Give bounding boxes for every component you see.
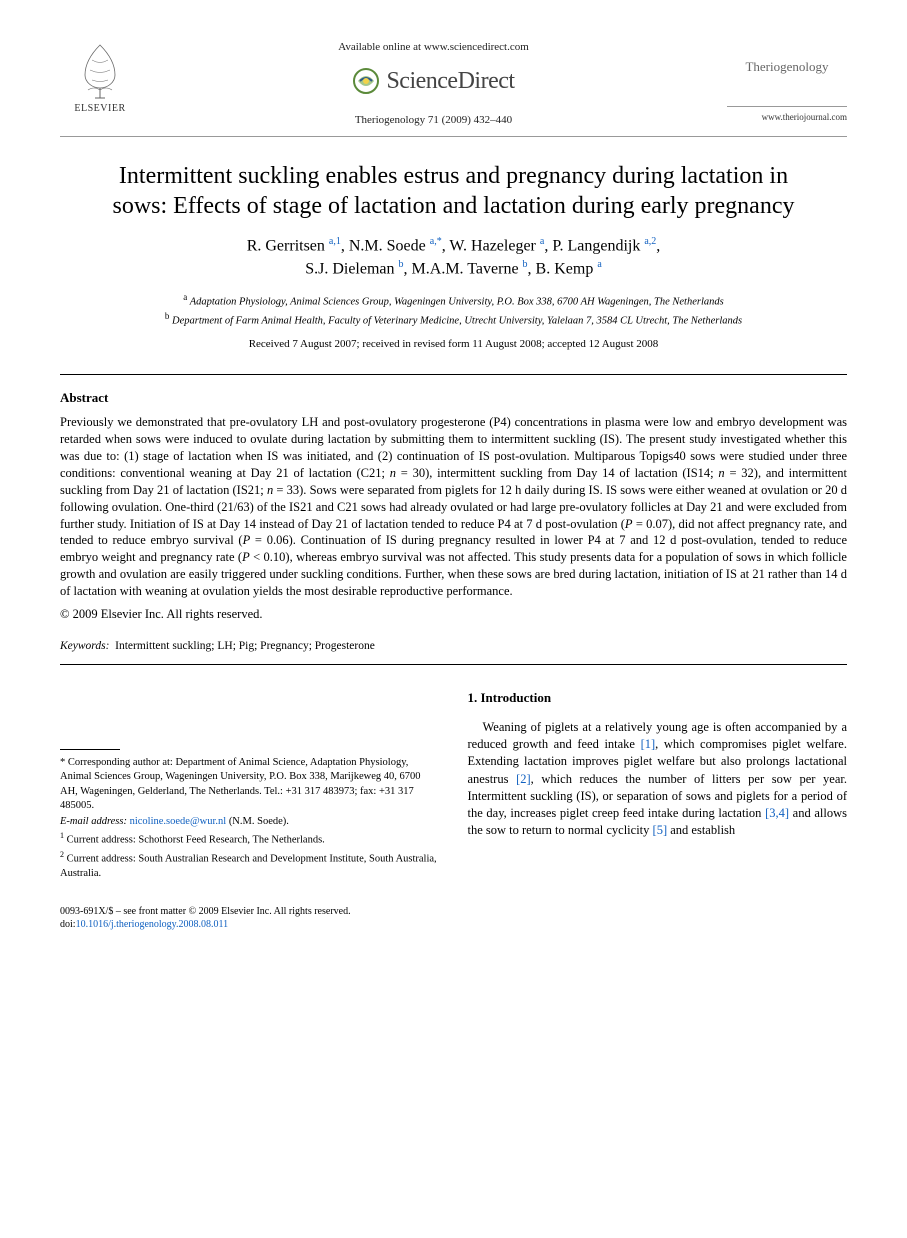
journal-title-box: Theriogenology [727,40,847,107]
center-brand-block: Available online at www.sciencedirect.co… [140,40,727,128]
doi-link[interactable]: 10.1016/j.theriogenology.2008.08.011 [76,919,229,930]
keywords-line: Keywords: Intermittent suckling; LH; Pig… [60,639,847,655]
article-dates: Received 7 August 2007; received in revi… [60,337,847,352]
section-1-heading: 1. Introduction [468,689,848,707]
page-header: ELSEVIER Available online at www.science… [60,40,847,128]
email-link[interactable]: nicoline.soede@wur.nl [130,816,227,827]
journal-url: www.theriojournal.com [727,111,847,123]
abstract-heading: Abstract [60,389,847,407]
footer-doi: doi:10.1016/j.theriogenology.2008.08.011 [60,918,847,931]
sciencedirect-wordmark: ScienceDirect [386,65,514,97]
footer-copyright: 0093-691X/$ – see front matter © 2009 El… [60,905,847,918]
keywords-list: Intermittent suckling; LH; Pig; Pregnanc… [115,640,375,652]
left-column: * Corresponding author at: Department of… [60,689,440,882]
authors-line-2: S.J. Dieleman b, M.A.M. Taverne b, B. Ke… [60,258,847,281]
footnote-2: 2 Current address: South Australian Rese… [60,850,440,881]
article-title: Intermittent suckling enables estrus and… [90,161,817,221]
available-online-text: Available online at www.sciencedirect.co… [160,40,707,55]
sciencedirect-swirl-icon [352,67,380,95]
sciencedirect-logo: ScienceDirect [352,65,514,97]
affiliation-b: b Department of Farm Animal Health, Facu… [60,310,847,329]
authors-line-1: R. Gerritsen a,1, N.M. Soede a,*, W. Haz… [60,235,847,258]
footnotes-block: * Corresponding author at: Department of… [60,756,440,880]
email-label: E-mail address: [60,816,127,827]
copyright-line: © 2009 Elsevier Inc. All rights reserved… [60,606,847,623]
authors-block: R. Gerritsen a,1, N.M. Soede a,*, W. Haz… [60,235,847,280]
affiliation-a: a Adaptation Physiology, Animal Sciences… [60,291,847,310]
footnote-corresponding: * Corresponding author at: Department of… [60,756,440,813]
footnote-email: E-mail address: nicoline.soede@wur.nl (N… [60,815,440,829]
journal-box-wrapper: Theriogenology www.theriojournal.com [727,40,847,123]
abstract-body: Previously we demonstrated that pre-ovul… [60,414,847,600]
abstract-bottom-rule [60,664,847,665]
affiliations-block: a Adaptation Physiology, Animal Sciences… [60,291,847,329]
email-suffix: (N.M. Soede). [229,816,289,827]
right-column: 1. Introduction Weaning of piglets at a … [468,689,848,882]
abstract-top-rule [60,374,847,375]
page-footer: 0093-691X/$ – see front matter © 2009 El… [60,905,847,931]
elsevier-logo: ELSEVIER [60,40,140,116]
two-column-body: * Corresponding author at: Department of… [60,689,847,882]
footnote-rule [60,749,120,750]
elsevier-tree-icon [70,40,130,100]
journal-title: Theriogenology [727,40,847,102]
keywords-label: Keywords: [60,640,109,652]
journal-reference: Theriogenology 71 (2009) 432–440 [160,113,707,128]
footnote-1: 1 Current address: Schothorst Feed Resea… [60,831,440,848]
intro-paragraph-1: Weaning of piglets at a relatively young… [468,719,848,840]
elsevier-wordmark: ELSEVIER [60,102,140,116]
header-rule [60,136,847,137]
